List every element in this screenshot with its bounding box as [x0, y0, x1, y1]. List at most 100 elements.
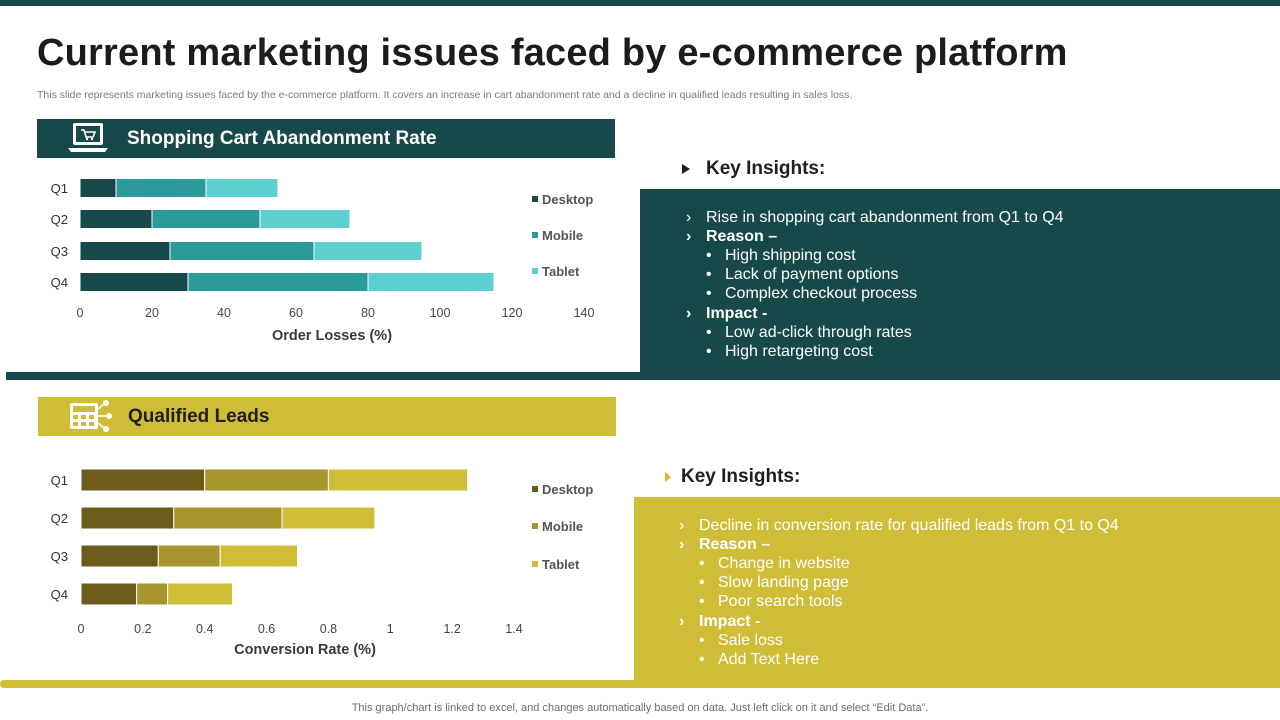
x-tick-label: 1.4 — [505, 622, 522, 636]
bar-mobile — [136, 582, 169, 606]
x-tick-label: 1 — [387, 622, 394, 636]
cart-reason-item: • Lack of payment options — [706, 265, 898, 284]
leads-reason-item: • Poor search tools — [699, 592, 843, 611]
bar-tablet — [313, 241, 423, 261]
x-tick-label: 0 — [78, 622, 85, 636]
cart-reason-item: • High shipping cost — [706, 246, 856, 265]
legend-label: Desktop — [542, 482, 593, 497]
legend-swatch — [532, 561, 538, 567]
bar-tablet — [167, 582, 234, 606]
bullet-icon: • — [699, 593, 705, 610]
cart-impact-text: Low ad-click through rates — [725, 324, 912, 341]
leads-impact-text: Sale loss — [718, 632, 783, 649]
cart-reason-text: Complex checkout process — [725, 285, 918, 302]
leads-insight-point-text: Decline in conversion rate for qualified… — [699, 517, 1119, 534]
leads-impact-text: Add Text Here — [718, 651, 820, 668]
chevron-right-icon: › — [686, 209, 692, 226]
leads-chart-header: Qualified Leads — [38, 397, 616, 436]
bar-desktop — [80, 582, 138, 606]
cart-reason-text: High shipping cost — [725, 247, 856, 264]
x-tick-label: 40 — [217, 306, 231, 320]
cart-section-divider — [6, 372, 646, 380]
legend-swatch — [532, 232, 538, 238]
legend-label: Mobile — [542, 228, 583, 243]
bullet-icon: • — [706, 247, 712, 264]
x-tick-label: 20 — [145, 306, 159, 320]
x-tick-label: 80 — [361, 306, 375, 320]
leads-reason-text: Slow landing page — [718, 574, 849, 591]
leads-reason-label: › Reason – — [679, 535, 770, 554]
x-tick-label: 140 — [574, 306, 595, 320]
cart-insight-point: › Rise in shopping cart abandonment from… — [686, 208, 1064, 227]
cart-insights-heading: Key Insights: — [682, 158, 825, 180]
bar-mobile — [204, 468, 329, 492]
cart-abandonment-chart: Q1 Q2 Q3 Q4 0 20 40 60 80 100 120 140 Order Losses (… — [51, 178, 595, 344]
bullet-icon: • — [706, 324, 712, 341]
legend-swatch — [532, 523, 538, 529]
leads-impact-label: › Impact - — [679, 612, 760, 631]
triangle-bullet-icon — [682, 164, 690, 174]
leads-insights-box: › Decline in conversion rate for qualifi… — [634, 497, 1280, 680]
leads-impact-label-text: Impact - — [699, 613, 761, 630]
leads-reason-item: • Change in website — [699, 554, 850, 573]
page-title: Current marketing issues faced by e-comm… — [37, 32, 1068, 74]
leads-chart-title: Qualified Leads — [128, 405, 270, 427]
cart-reason-label-text: Reason – — [706, 228, 778, 245]
x-axis-label: Order Losses (%) — [272, 328, 392, 344]
legend-swatch — [532, 268, 538, 274]
cart-insights-title-text: Key Insights: — [706, 158, 826, 179]
bullet-icon: • — [699, 651, 705, 668]
cart-impact-label-text: Impact - — [706, 305, 768, 322]
cart-chart-title: Shopping Cart Abandonment Rate — [127, 127, 437, 149]
bar-tablet — [281, 506, 376, 530]
cart-insights-box: › Rise in shopping cart abandonment from… — [640, 189, 1280, 380]
category-label: Q1 — [51, 473, 68, 488]
qualified-leads-chart: Q1 Q2 Q3 Q4 0 0.2 0.4 0.6 0.8 1 1.2 1.4 Conversion R… — [51, 468, 593, 658]
leads-reason-text: Poor search tools — [718, 593, 843, 610]
x-axis-label: Conversion Rate (%) — [234, 642, 376, 658]
category-label: Q3 — [51, 244, 68, 259]
bar-tablet — [219, 544, 298, 568]
category-label: Q1 — [51, 181, 68, 196]
leads-reason-label-text: Reason – — [699, 536, 771, 553]
category-label: Q2 — [51, 212, 68, 227]
legend-label: Tablet — [542, 557, 580, 572]
x-tick-label: 120 — [502, 306, 523, 320]
x-tick-label: 1.2 — [443, 622, 460, 636]
bar-desktop — [80, 544, 159, 568]
cart-reason-item: • Complex checkout process — [706, 284, 917, 303]
leads-insights-title-text: Key Insights: — [681, 466, 801, 487]
leads-insights-heading: Key Insights: — [665, 466, 800, 488]
leads-impact-item: • Sale loss — [699, 631, 783, 650]
cart-chart-header: Shopping Cart Abandonment Rate — [37, 119, 615, 158]
x-tick-label: 100 — [430, 306, 451, 320]
laptop-cart-icon — [67, 121, 109, 160]
x-tick-label: 0.2 — [134, 622, 151, 636]
leads-reason-text: Change in website — [718, 555, 850, 572]
cart-impact-label: › Impact - — [686, 304, 767, 323]
category-label: Q4 — [51, 587, 68, 602]
bar-mobile — [157, 544, 221, 568]
cart-impact-text: High retargeting cost — [725, 343, 873, 360]
bullet-icon: • — [699, 555, 705, 572]
bullet-icon: • — [699, 574, 705, 591]
cart-impact-item: • Low ad-click through rates — [706, 323, 912, 342]
legend-label: Mobile — [542, 519, 583, 534]
cart-insight-point-text: Rise in shopping cart abandonment from Q… — [706, 209, 1064, 226]
chevron-right-icon: › — [686, 228, 692, 245]
bar-tablet — [367, 272, 495, 292]
bullet-icon: • — [706, 285, 712, 302]
cart-reason-text: Lack of payment options — [725, 266, 899, 283]
bullet-icon: • — [699, 632, 705, 649]
bar-tablet — [327, 468, 469, 492]
leads-section-divider — [0, 680, 1280, 688]
chevron-right-icon: › — [679, 613, 685, 630]
chevron-right-icon: › — [679, 536, 685, 553]
legend-swatch — [532, 486, 538, 492]
page-subtitle: This slide represents marketing issues f… — [37, 89, 853, 101]
x-tick-label: 0.4 — [196, 622, 213, 636]
footer-note: This graph/chart is linked to excel, and… — [351, 702, 929, 714]
cart-reason-label: › Reason – — [686, 227, 777, 246]
legend-label: Tablet — [542, 264, 580, 279]
bar-mobile — [173, 506, 283, 530]
